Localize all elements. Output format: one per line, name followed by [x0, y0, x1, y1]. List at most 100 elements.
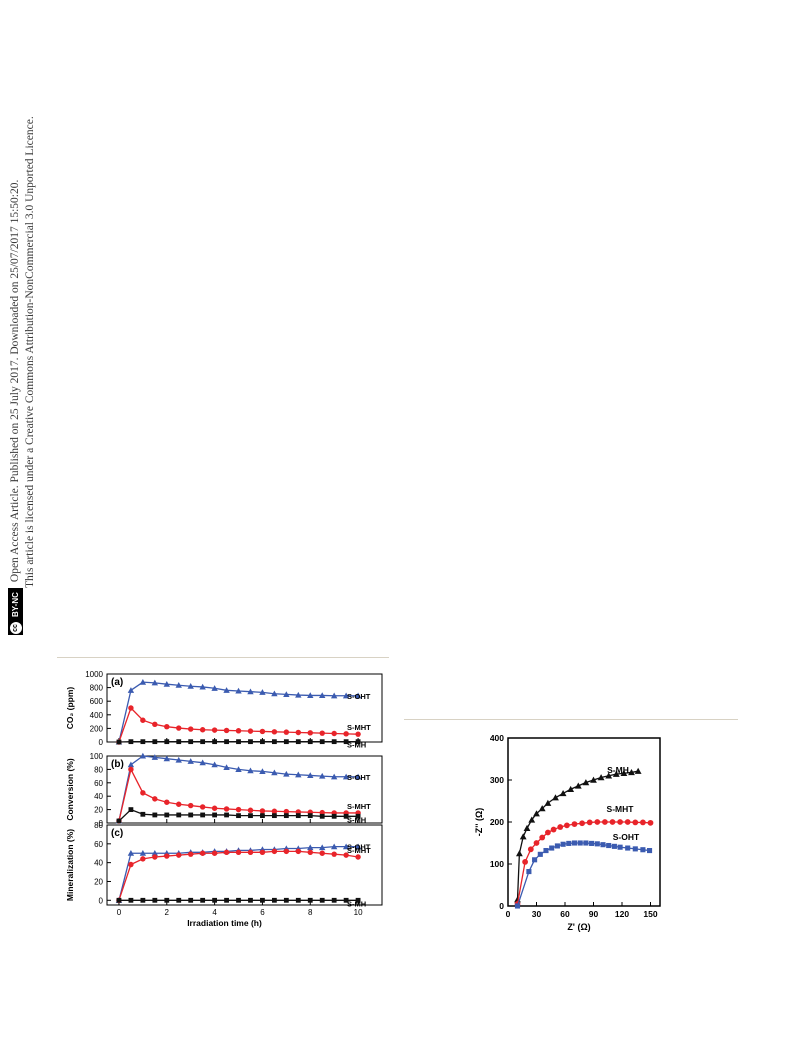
x-axis-label: Z' (Ω)	[567, 922, 590, 932]
data-point-s-oht	[187, 683, 194, 689]
data-point-s-mh	[628, 769, 635, 776]
y-tick-label: 100	[90, 752, 104, 761]
data-point-s-mht	[199, 850, 206, 856]
panel-2: 0 20 40 60 80 100 (b) Conversion (%) S-OHT S-MHT S…	[65, 752, 383, 828]
data-point-s-mh	[248, 813, 253, 819]
data-point-s-mh	[188, 897, 194, 903]
series-label-s-oht: S-OHT	[613, 832, 640, 842]
cc-by-nc-badge[interactable]: cc BY-NC	[8, 588, 23, 635]
y-tick-label: 0	[499, 901, 504, 911]
figure-nyquist: 0 100 200 300 400 0 30 60 90 120 150 Z' (Ω) -Z'' (Ω)…	[474, 733, 661, 932]
data-point-s-mht	[355, 731, 361, 737]
data-point-s-mh	[567, 785, 575, 792]
data-point-s-mh	[116, 739, 122, 745]
data-point-s-oht	[307, 692, 314, 698]
data-point-s-mh	[140, 739, 146, 745]
y-tick-label: 80	[94, 765, 103, 774]
data-point-s-mh	[331, 897, 337, 903]
data-point-s-mh	[224, 812, 229, 818]
data-point-s-mht	[594, 819, 601, 825]
data-point-s-mh	[236, 813, 241, 819]
data-point-s-mht	[223, 806, 230, 812]
data-point-s-mht	[140, 790, 146, 796]
data-point-s-mht	[295, 848, 302, 855]
series-label-s-oht: S-OHT	[347, 692, 371, 701]
data-point-s-oht	[247, 688, 254, 695]
data-point-s-oht	[319, 844, 326, 851]
data-point-s-mh	[331, 813, 337, 819]
data-point-s-oht	[151, 679, 159, 686]
data-point-s-mht	[533, 840, 540, 846]
data-point-s-oht	[283, 691, 290, 697]
data-point-s-mh	[516, 850, 523, 857]
y-tick-label: 0	[99, 738, 104, 747]
data-point-s-mh	[200, 812, 206, 818]
y-axis-label: -Z'' (Ω)	[474, 808, 484, 837]
data-point-s-mht	[527, 846, 534, 853]
data-point-s-mht	[307, 849, 313, 856]
data-point-s-mht	[283, 808, 290, 815]
data-point-s-mht	[271, 808, 278, 814]
data-point-s-oht	[560, 841, 566, 847]
series-label-s-mht: S-MHT	[607, 804, 635, 814]
data-point-s-mht	[579, 820, 585, 827]
data-point-s-mh	[283, 813, 289, 819]
data-point-s-mht	[176, 725, 182, 731]
y-tick-label: 400	[90, 711, 104, 720]
data-point-s-oht	[151, 850, 159, 856]
data-point-s-mht	[319, 730, 325, 736]
data-point-s-mht	[164, 799, 170, 805]
data-point-s-mht	[550, 826, 557, 833]
data-point-s-mh	[307, 813, 313, 819]
data-point-s-mht	[295, 729, 302, 736]
data-point-s-mh	[176, 739, 182, 745]
y-axis-label: Conversion (%)	[65, 758, 75, 821]
data-point-s-mht	[539, 834, 546, 841]
data-point-s-oht	[307, 844, 314, 851]
data-point-s-mht	[235, 806, 242, 813]
data-point-s-mh	[295, 813, 301, 819]
data-point-s-mh	[343, 739, 349, 745]
data-point-s-oht	[259, 768, 266, 774]
data-point-s-mh	[528, 816, 536, 823]
data-point-s-mht	[187, 851, 194, 857]
data-point-s-mh	[355, 813, 361, 819]
data-point-s-mht	[522, 859, 528, 865]
y-tick-label: 1000	[85, 670, 103, 679]
x-tick-label: 8	[308, 908, 313, 917]
data-point-s-mht	[343, 852, 349, 858]
y-tick-label: 400	[490, 733, 504, 743]
data-point-s-mht	[259, 728, 266, 735]
x-tick-label: 90	[589, 909, 599, 919]
data-point-s-mh	[140, 811, 146, 817]
y-tick-label: 40	[94, 859, 103, 868]
data-point-s-mh	[355, 897, 361, 903]
y-tick-label: 600	[90, 697, 104, 706]
y-axis-label: Mineralization (%)	[65, 829, 75, 901]
data-point-s-mht	[283, 848, 290, 855]
y-tick-label: 80	[94, 821, 103, 830]
data-point-s-mht	[211, 727, 218, 733]
data-point-s-mht	[223, 727, 230, 734]
data-point-s-mht	[152, 796, 158, 802]
series-label-s-mh: S-MH	[347, 815, 366, 824]
data-point-s-mht	[199, 804, 206, 810]
data-point-s-mht	[271, 729, 278, 735]
data-point-s-oht	[514, 903, 521, 909]
data-point-s-oht	[163, 755, 170, 762]
data-point-s-oht	[537, 851, 543, 857]
x-tick-label: 0	[117, 908, 122, 917]
data-point-s-mh	[307, 739, 313, 745]
data-point-s-mht	[187, 802, 194, 809]
data-point-s-mh	[212, 739, 218, 745]
data-point-s-mh	[590, 776, 597, 783]
data-point-s-mh	[597, 774, 605, 781]
data-point-s-mh	[176, 812, 182, 818]
data-point-s-mh	[188, 812, 194, 818]
data-point-s-mh	[260, 739, 265, 745]
series-label-s-oht: S-OHT	[347, 773, 371, 782]
data-point-s-mh	[271, 739, 277, 745]
data-point-s-oht	[211, 685, 218, 691]
data-point-s-oht	[589, 840, 595, 846]
data-point-s-mh	[523, 824, 531, 832]
